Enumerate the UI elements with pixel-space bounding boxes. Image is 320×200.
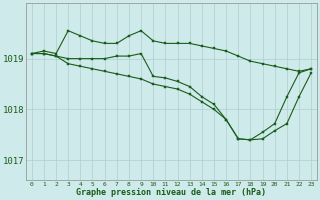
X-axis label: Graphe pression niveau de la mer (hPa): Graphe pression niveau de la mer (hPa) [76, 188, 267, 197]
